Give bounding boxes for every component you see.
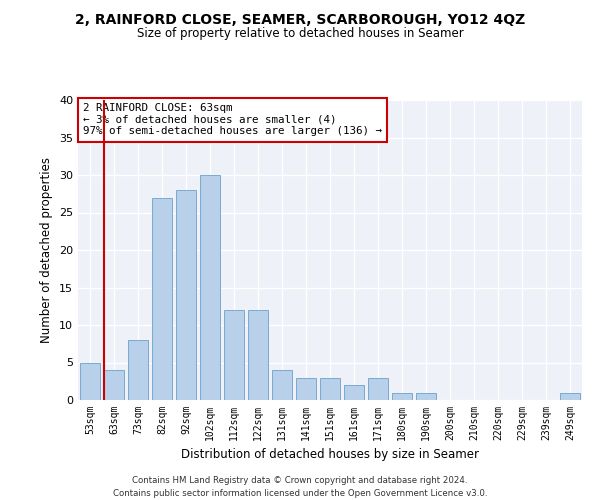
X-axis label: Distribution of detached houses by size in Seamer: Distribution of detached houses by size …	[181, 448, 479, 462]
Bar	[200, 175, 220, 400]
Bar	[224, 310, 244, 400]
Text: 2 RAINFORD CLOSE: 63sqm
← 3% of detached houses are smaller (4)
97% of semi-deta: 2 RAINFORD CLOSE: 63sqm ← 3% of detached…	[83, 103, 382, 136]
Text: Contains HM Land Registry data © Crown copyright and database right 2024.: Contains HM Land Registry data © Crown c…	[132, 476, 468, 485]
Bar	[80, 362, 100, 400]
Text: Contains public sector information licensed under the Open Government Licence v3: Contains public sector information licen…	[113, 489, 487, 498]
Y-axis label: Number of detached properties: Number of detached properties	[40, 157, 53, 343]
Bar	[344, 385, 364, 400]
Text: 2, RAINFORD CLOSE, SEAMER, SCARBOROUGH, YO12 4QZ: 2, RAINFORD CLOSE, SEAMER, SCARBOROUGH, …	[75, 12, 525, 26]
Bar	[368, 378, 388, 400]
Bar	[152, 198, 172, 400]
Bar	[560, 392, 580, 400]
Text: Size of property relative to detached houses in Seamer: Size of property relative to detached ho…	[137, 28, 463, 40]
Bar	[320, 378, 340, 400]
Bar	[392, 392, 412, 400]
Bar	[296, 378, 316, 400]
Bar	[128, 340, 148, 400]
Bar	[416, 392, 436, 400]
Bar	[176, 190, 196, 400]
Bar	[248, 310, 268, 400]
Bar	[272, 370, 292, 400]
Bar	[104, 370, 124, 400]
